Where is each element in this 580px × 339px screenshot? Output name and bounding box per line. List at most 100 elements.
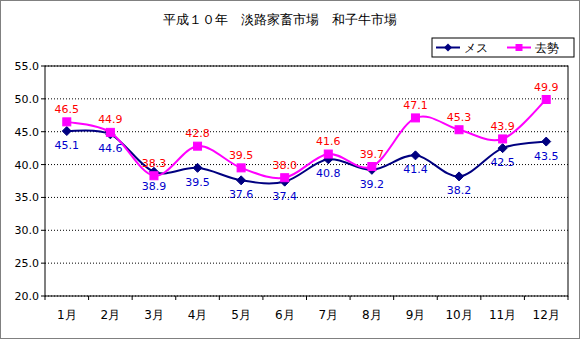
x-tick	[437, 296, 438, 300]
series-line	[67, 100, 546, 179]
data-label: 37.4	[272, 190, 297, 203]
x-tick	[568, 296, 569, 300]
legend-marker	[516, 44, 523, 51]
x-tick-label: 3月	[144, 308, 164, 322]
plot-area	[45, 66, 568, 296]
y-tick-label: 50.0	[15, 93, 40, 106]
series-line	[67, 130, 546, 183]
grid-line	[45, 230, 568, 231]
marker	[542, 96, 550, 104]
y-tick	[41, 98, 45, 99]
y-tick	[41, 263, 45, 264]
legend-label: メス	[464, 41, 488, 55]
data-label: 43.9	[490, 120, 515, 133]
grid-line	[45, 98, 568, 99]
y-tick-label: 40.0	[15, 159, 40, 172]
data-label: 38.3	[142, 157, 167, 170]
marker	[194, 142, 202, 150]
x-tick	[393, 296, 394, 300]
data-label: 47.1	[403, 99, 428, 112]
y-tick	[41, 230, 45, 231]
marker	[411, 114, 419, 122]
plot-frame	[45, 66, 568, 296]
data-label: 38.0	[272, 159, 297, 172]
data-label: 39.5	[229, 149, 254, 162]
y-tick-label: 20.0	[15, 290, 40, 303]
chart-border	[1, 1, 580, 339]
data-label: 45.3	[447, 111, 472, 124]
x-tick-label: 8月	[362, 308, 382, 322]
marker	[237, 164, 245, 172]
x-tick-label: 2月	[101, 308, 121, 322]
data-label: 39.2	[360, 178, 385, 191]
x-tick-label: 11月	[489, 308, 516, 322]
marker	[106, 128, 114, 136]
x-tick	[350, 296, 351, 300]
data-label: 45.1	[55, 139, 80, 152]
x-tick	[262, 296, 263, 300]
x-tick-label: 10月	[445, 308, 472, 322]
y-tick-label: 25.0	[15, 257, 40, 270]
chart: 20.0 25.0 30.0 35.0 40.0 45.0 50.0 55.0 1月 2月 3月 4月…	[0, 0, 580, 339]
data-label: 42.8	[185, 127, 210, 140]
marker	[237, 176, 246, 185]
y-tick-label: 45.0	[15, 126, 40, 139]
marker	[542, 137, 551, 146]
legend-box	[432, 38, 574, 57]
data-label: 42.5	[490, 156, 515, 169]
data-label: 39.7	[360, 148, 385, 161]
data-label: 44.9	[98, 113, 123, 126]
grid-line	[45, 263, 568, 264]
marker	[368, 163, 376, 171]
data-label: 37.6	[229, 188, 254, 201]
y-tick-label: 30.0	[15, 224, 40, 237]
data-label: 44.6	[98, 142, 123, 155]
data-label: 49.9	[534, 81, 559, 94]
grid-line	[45, 197, 568, 198]
legend-label: 去勢	[535, 41, 559, 55]
x-tick-label: 1月	[57, 308, 77, 322]
y-tick-label: 55.0	[15, 60, 40, 73]
x-tick-label: 4月	[188, 308, 208, 322]
x-tick	[88, 296, 89, 300]
x-tick-label: 6月	[275, 308, 295, 322]
data-labels: 45.1 44.6 38.9 39.5 37.6 37.4 40.8 39.2 41.4 38.2…	[55, 81, 559, 203]
x-tick-label: 9月	[406, 308, 426, 322]
marker	[499, 135, 507, 143]
x-tick	[45, 296, 46, 300]
x-tick	[306, 296, 307, 300]
y-tick	[41, 131, 45, 132]
data-label: 38.9	[142, 180, 167, 193]
marker	[411, 151, 420, 160]
y-tick	[41, 197, 45, 198]
marker	[193, 163, 202, 172]
marker	[324, 150, 332, 158]
data-label: 43.5	[534, 150, 559, 163]
y-tick-label: 35.0	[15, 191, 40, 204]
data-label: 41.4	[403, 163, 428, 176]
legend: メス 去勢	[432, 38, 574, 57]
marker	[455, 126, 463, 134]
marker	[455, 172, 464, 181]
marker	[498, 144, 507, 153]
marker	[150, 172, 158, 180]
data-label: 41.6	[316, 135, 341, 148]
x-tick	[219, 296, 220, 300]
marker	[63, 118, 71, 126]
y-tick	[41, 164, 45, 165]
marker	[281, 174, 289, 182]
data-label: 39.5	[185, 176, 210, 189]
data-label: 46.5	[55, 103, 80, 116]
legend-marker	[444, 44, 452, 52]
title: 平成１０年 淡路家畜市場 和子牛市場	[163, 12, 397, 27]
x-tick	[524, 296, 525, 300]
x-tick-label: 5月	[231, 308, 251, 322]
x-tick-label: 12月	[533, 308, 560, 322]
data-label: 38.2	[447, 184, 472, 197]
series-group	[62, 96, 550, 187]
x-tick-label: 7月	[318, 308, 338, 322]
y-tick	[41, 296, 45, 297]
x-tick	[132, 296, 133, 300]
y-tick	[41, 66, 45, 67]
data-label: 40.8	[316, 167, 341, 180]
